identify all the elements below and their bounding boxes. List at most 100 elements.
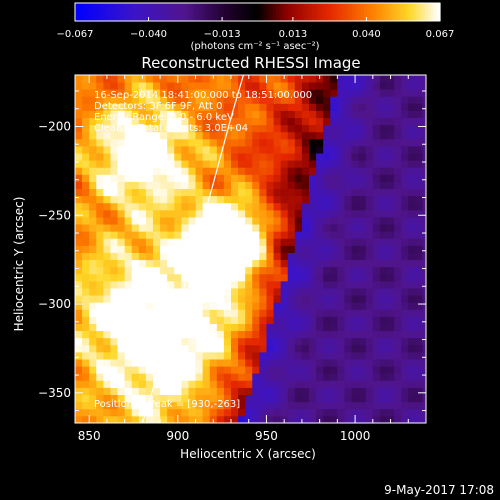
heatmap-cell <box>82 181 90 190</box>
heatmap-cell <box>259 75 267 83</box>
heatmap-cell <box>379 252 388 261</box>
heatmap-cell <box>365 89 374 97</box>
heatmap-cell <box>174 387 182 395</box>
heatmap-cell <box>316 351 324 360</box>
heatmap-cell <box>117 195 126 204</box>
heatmap-cell <box>337 153 345 161</box>
heatmap-cell <box>138 174 147 182</box>
heatmap-cell <box>75 117 83 126</box>
heatmap-cell <box>117 359 126 367</box>
heatmap-cell <box>117 209 126 218</box>
heatmap-cell <box>82 252 90 261</box>
heatmap-cell <box>309 124 317 133</box>
heatmap-cell <box>259 110 267 119</box>
heatmap-cell <box>167 131 175 140</box>
heatmap-cell <box>82 117 90 126</box>
heatmap-cell <box>330 394 338 403</box>
heatmap-cell <box>252 337 260 346</box>
heatmap-cell <box>160 209 168 218</box>
heatmap-cell <box>174 337 182 346</box>
heatmap-cell <box>96 252 104 261</box>
heatmap-cell <box>316 224 324 232</box>
heatmap-cell <box>131 167 140 175</box>
colorbar-segment <box>370 3 374 21</box>
heatmap-cell <box>273 288 282 296</box>
heatmap-cell <box>365 138 374 147</box>
heatmap-cell <box>252 96 260 104</box>
heatmap-cell <box>351 202 360 211</box>
heatmap-cell <box>344 181 352 190</box>
heatmap-cell <box>372 224 381 232</box>
heatmap-cell <box>124 288 133 296</box>
heatmap-cell <box>202 89 211 97</box>
annotation-detectors: Detectors: 3F 6F 9F, Att 0 <box>94 101 222 112</box>
heatmap-cell <box>309 103 317 111</box>
heatmap-cell <box>245 238 253 246</box>
heatmap-cell <box>124 75 133 83</box>
heatmap-cell <box>372 259 381 268</box>
heatmap-cell <box>124 82 133 90</box>
heatmap-cell <box>372 89 381 97</box>
heatmap-cell <box>316 309 324 317</box>
heatmap-cell <box>138 295 147 303</box>
heatmap-cell <box>387 202 395 211</box>
heatmap-cell <box>209 245 218 253</box>
heatmap-cell <box>273 217 282 225</box>
heatmap-cell <box>301 103 310 111</box>
heatmap-cell <box>294 351 303 360</box>
heatmap-cell <box>372 245 381 253</box>
heatmap-cell <box>167 195 175 204</box>
colorbar-segment <box>433 3 438 21</box>
heatmap-cell <box>358 174 367 182</box>
heatmap-cell <box>202 280 211 289</box>
heatmap-cell <box>238 209 246 218</box>
heatmap-cell <box>124 295 133 303</box>
heatmap-cell <box>96 266 104 275</box>
heatmap-cell <box>309 280 317 289</box>
heatmap-cell <box>415 415 423 424</box>
colorbar-segment <box>360 3 365 21</box>
heatmap-cell <box>82 217 90 225</box>
heatmap-cell <box>117 394 126 403</box>
heatmap-cell <box>138 302 147 310</box>
colorbar: −0.067 −0.040 −0.013 0.013 0.040 0.067 <box>56 2 454 40</box>
heatmap-cell <box>195 259 204 268</box>
heatmap-cell <box>344 344 352 353</box>
heatmap-cell <box>309 344 317 353</box>
heatmap-cell <box>209 266 218 275</box>
heatmap-cell <box>344 124 352 133</box>
heatmap-cell <box>174 309 182 317</box>
heatmap-cell <box>82 153 90 161</box>
heatmap-cell <box>103 202 111 211</box>
heatmap-cell <box>153 344 161 353</box>
heatmap-cell <box>316 167 324 175</box>
heatmap-cell <box>372 138 381 147</box>
heatmap-cell <box>280 110 289 119</box>
heatmap-cell <box>96 124 104 133</box>
heatmap-cell <box>231 359 239 367</box>
heatmap-cell <box>124 96 133 104</box>
heatmap-cell <box>330 330 338 339</box>
heatmap-cell <box>181 266 189 275</box>
heatmap-cell <box>408 103 416 111</box>
heatmap-cell <box>330 181 338 190</box>
heatmap-cell <box>216 82 225 90</box>
heatmap-cell <box>131 373 140 381</box>
heatmap-cell <box>273 380 282 388</box>
heatmap-cell <box>294 309 303 317</box>
heatmap-cell <box>117 202 126 211</box>
heatmap-cell <box>110 117 118 126</box>
heatmap-cell <box>344 238 352 246</box>
colorbar-segment <box>342 3 347 21</box>
heatmap-cell <box>287 295 296 303</box>
heatmap-cell <box>323 373 331 381</box>
heatmap-cell <box>238 351 246 360</box>
heatmap-cell <box>223 82 232 90</box>
colorbar-segment <box>239 3 243 21</box>
heatmap-cell <box>238 153 246 161</box>
heatmap-cell <box>96 160 104 168</box>
heatmap-cell <box>358 359 367 367</box>
heatmap-cell <box>181 117 189 126</box>
heatmap-cell <box>138 131 147 140</box>
heatmap-cell <box>387 224 395 232</box>
